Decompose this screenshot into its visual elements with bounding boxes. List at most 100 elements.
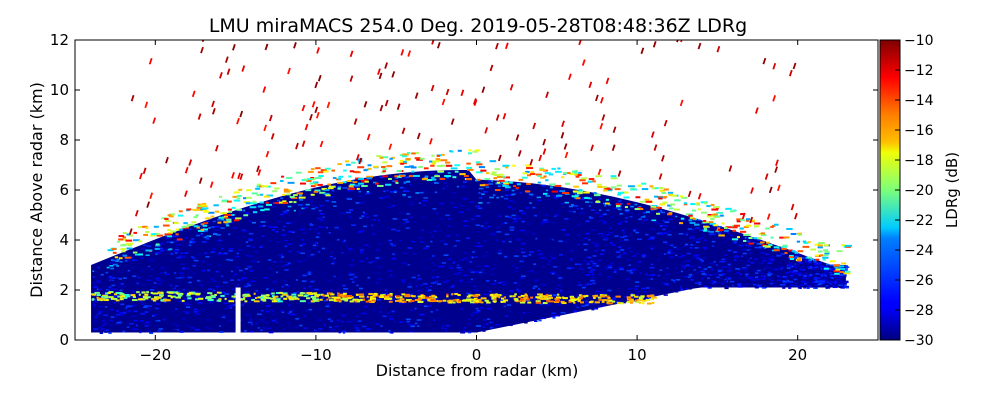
echo-cell [291, 231, 295, 233]
echo-cell [414, 322, 418, 325]
band-cell [573, 301, 576, 304]
echo-cell [376, 282, 379, 285]
echo-cell [122, 317, 127, 320]
echo-cell [255, 205, 259, 207]
edge-cell [496, 175, 504, 178]
echo-cell [106, 266, 110, 269]
echo-cell [587, 282, 591, 284]
echo-cell [430, 282, 436, 284]
echo-cell [607, 264, 612, 267]
edge-cell [320, 169, 327, 172]
echo-cell [491, 291, 495, 294]
echo-cell [199, 318, 202, 320]
echo-cell [737, 284, 741, 287]
edge-cell [679, 222, 684, 225]
echo-cell [402, 190, 408, 192]
echo-cell [600, 253, 604, 255]
echo-cell [244, 330, 247, 332]
band-cell [519, 301, 526, 304]
echo-cell [589, 268, 594, 270]
echo-cell [736, 243, 740, 246]
echo-cell [288, 230, 293, 233]
edge-cell [164, 217, 169, 220]
echo-cell [707, 281, 713, 284]
echo-cell [423, 190, 427, 193]
echo-cell [217, 239, 223, 242]
echo-cell [108, 286, 112, 288]
edge-cell [402, 160, 407, 163]
band-cell [430, 298, 435, 301]
echo-cell [738, 259, 744, 262]
echo-cell [638, 218, 642, 221]
echo-cell [702, 275, 708, 278]
edge-cell [476, 163, 483, 166]
echo-cell [548, 260, 551, 263]
echo-cell [584, 303, 590, 305]
echo-cell [765, 253, 770, 256]
echo-cell [813, 263, 817, 265]
band-cell [314, 295, 319, 298]
edge-cell [235, 217, 242, 220]
echo-cell [334, 325, 339, 328]
echo-cell [463, 242, 467, 245]
echo-cell [759, 272, 765, 275]
echo-cell [446, 235, 451, 237]
band-cell [379, 296, 384, 299]
echo-cell [433, 264, 437, 266]
band-cell [138, 293, 141, 296]
echo-cell [375, 323, 379, 325]
echo-cell [616, 282, 621, 285]
echo-cell [787, 279, 793, 282]
echo-cell [365, 192, 370, 195]
echo-cell [427, 289, 432, 292]
edge-cell [605, 187, 611, 190]
edge-cell [555, 194, 563, 197]
band-cell [638, 297, 643, 300]
edge-cell [186, 208, 192, 211]
echo-cell [383, 190, 386, 193]
edge-cell [415, 152, 419, 155]
echo-cell [662, 228, 666, 231]
echo-cell [482, 323, 485, 326]
echo-cell [483, 240, 487, 242]
band-cell [336, 296, 341, 299]
echo-cell [297, 260, 303, 263]
y-tick-label: 2 [59, 281, 69, 299]
echo-cell [94, 316, 97, 319]
echo-cell [782, 280, 785, 282]
edge-cell [537, 175, 542, 178]
echo-cell [238, 269, 243, 272]
echo-cell [798, 254, 802, 256]
echo-cell [681, 286, 685, 289]
echo-cell [560, 290, 563, 293]
streak [211, 100, 215, 108]
echo-cell [428, 231, 433, 234]
echo-cell [237, 279, 241, 281]
echo-cell [555, 284, 559, 287]
edge-cell [694, 223, 700, 226]
echo-cell [280, 256, 285, 258]
echo-cell [408, 283, 413, 285]
echo-cell [263, 224, 266, 227]
streak [226, 68, 231, 75]
band-cell [362, 298, 366, 301]
echo-cell [713, 273, 719, 276]
echo-cell [367, 306, 370, 309]
echo-cell [459, 204, 464, 207]
edge-cell [314, 176, 322, 179]
echo-cell [438, 265, 442, 268]
echo-cell [830, 285, 833, 287]
echo-cell [568, 257, 572, 260]
echo-cell [439, 240, 445, 242]
echo-cell [325, 235, 330, 238]
echo-cell [774, 268, 779, 270]
band-cell [187, 297, 192, 300]
echo-cell [390, 274, 393, 277]
echo-cell [326, 263, 330, 266]
echo-cell [520, 229, 525, 232]
echo-cell [216, 234, 221, 236]
band-cell [260, 298, 264, 301]
edge-cell [595, 200, 600, 203]
streak [750, 187, 754, 194]
echo-cell [768, 271, 771, 274]
